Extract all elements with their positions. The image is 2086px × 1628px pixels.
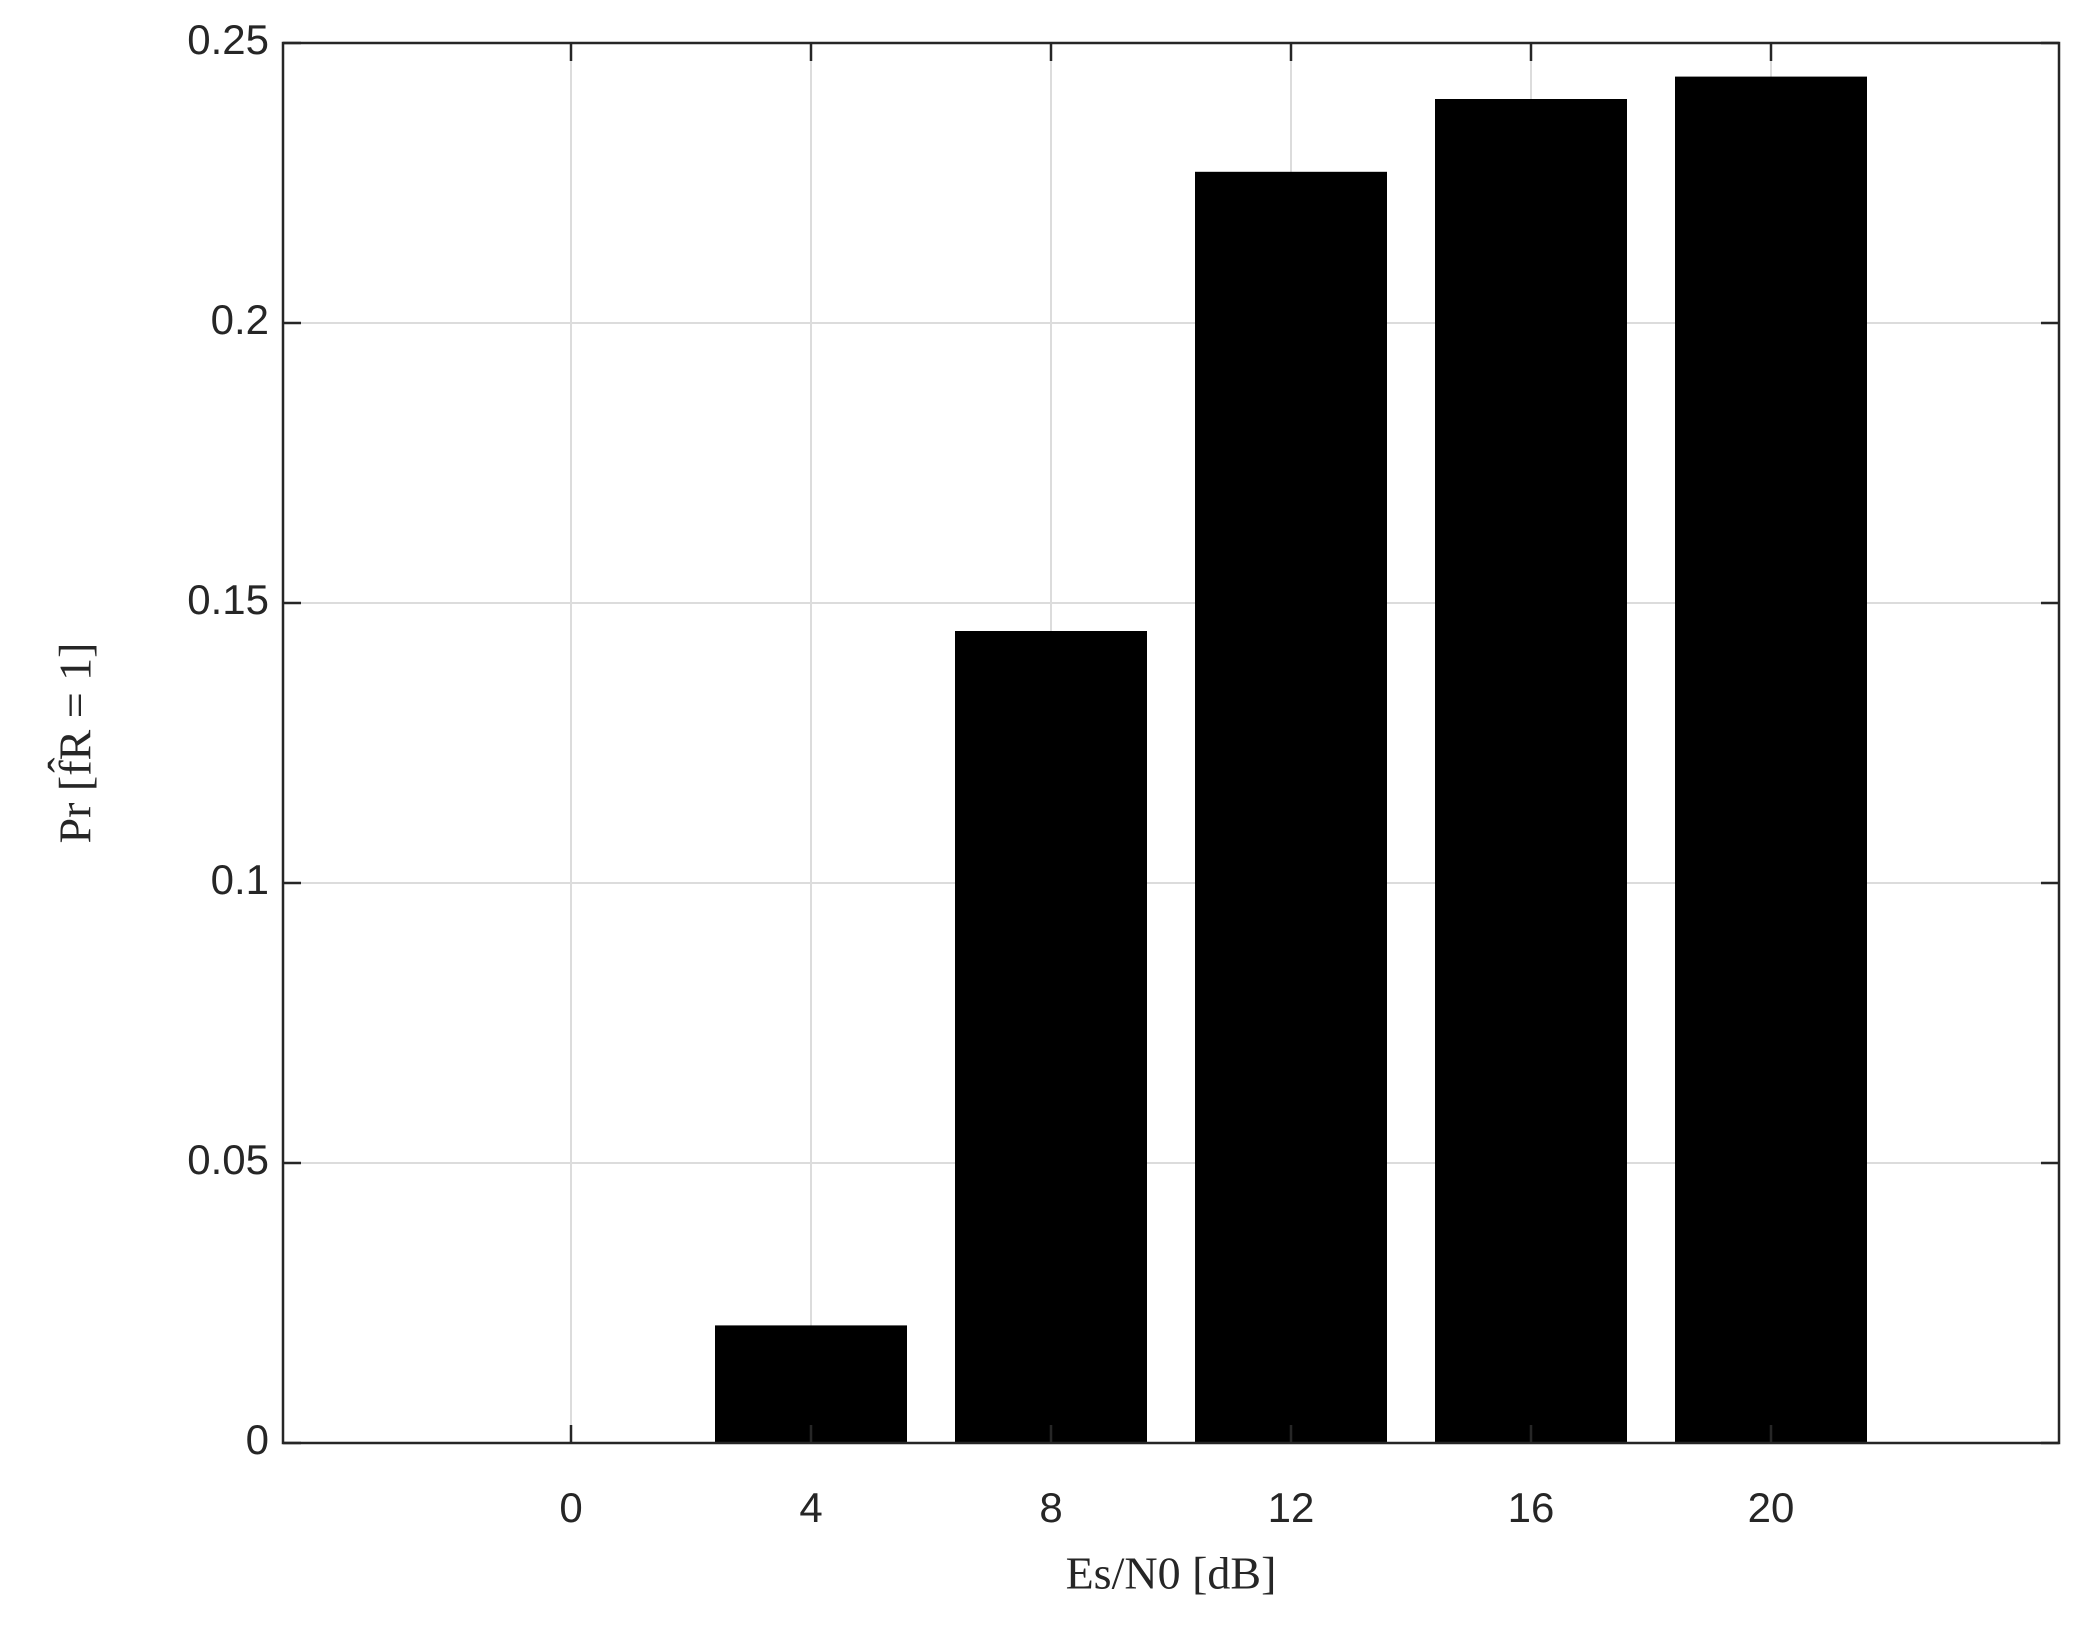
bar xyxy=(1675,76,1867,1444)
y-tick-label: 0 xyxy=(246,1416,269,1463)
x-tick-label: 12 xyxy=(1268,1484,1315,1531)
bar xyxy=(715,1325,907,1443)
y-tick-label: 0.05 xyxy=(187,1136,269,1183)
x-tick-label: 20 xyxy=(1748,1484,1795,1531)
x-tick-label: 8 xyxy=(1039,1484,1062,1531)
x-tick-label: 16 xyxy=(1508,1484,1555,1531)
bars xyxy=(715,76,1867,1444)
y-tick-label: 0.1 xyxy=(211,856,269,903)
axes-box xyxy=(281,41,2061,1445)
y-tick-label: 0.2 xyxy=(211,296,269,343)
x-axis-label: Es/N0 [dB] xyxy=(1066,1548,1277,1599)
bar xyxy=(1195,171,1387,1443)
x-tick-label: 0 xyxy=(559,1484,582,1531)
bar xyxy=(955,631,1147,1443)
x-tick-label: 4 xyxy=(799,1484,822,1531)
bar xyxy=(1435,99,1627,1443)
y-tick-label: 0.15 xyxy=(187,576,269,623)
y-tick-label: 0.25 xyxy=(187,16,269,63)
y-axis-label: Pr [f̂R = 1] xyxy=(46,643,100,844)
